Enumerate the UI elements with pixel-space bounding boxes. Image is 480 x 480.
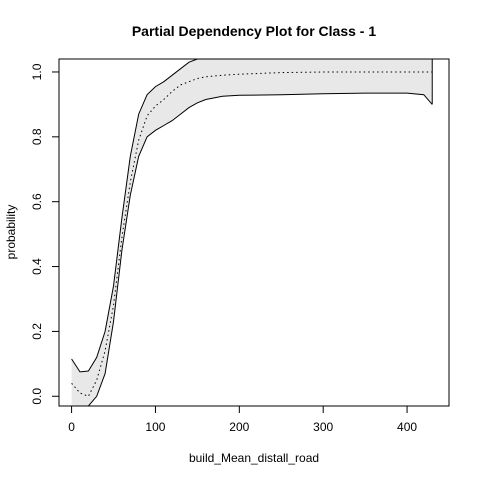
x-tick-label: 100 — [145, 420, 165, 434]
x-axis-label: build_Mean_distall_road — [189, 451, 319, 465]
y-tick-label: 0.4 — [30, 258, 44, 275]
plot-area — [71, 59, 433, 406]
y-tick-label: 0.2 — [30, 323, 44, 340]
lower-bound-line — [71, 92, 433, 406]
upper-bound-line — [71, 59, 433, 373]
x-axis: 0 100 200 300 400 — [68, 405, 417, 434]
x-tick-label: 300 — [313, 420, 333, 434]
y-axis: 0.0 0.2 0.4 0.6 0.8 1.0 — [30, 63, 60, 405]
x-tick-label: 400 — [397, 420, 417, 434]
y-axis-label: probability — [4, 205, 18, 260]
y-tick-label: 0.8 — [30, 128, 44, 145]
x-tick-label: 0 — [68, 420, 75, 434]
mean-dependency-line — [71, 71, 433, 397]
y-tick-label: 0.0 — [30, 388, 44, 405]
y-tick-label: 0.6 — [30, 193, 44, 210]
chart-title: Partial Dependency Plot for Class - 1 — [132, 23, 377, 39]
x-tick-label: 200 — [229, 420, 249, 434]
y-tick-label: 1.0 — [30, 63, 44, 80]
